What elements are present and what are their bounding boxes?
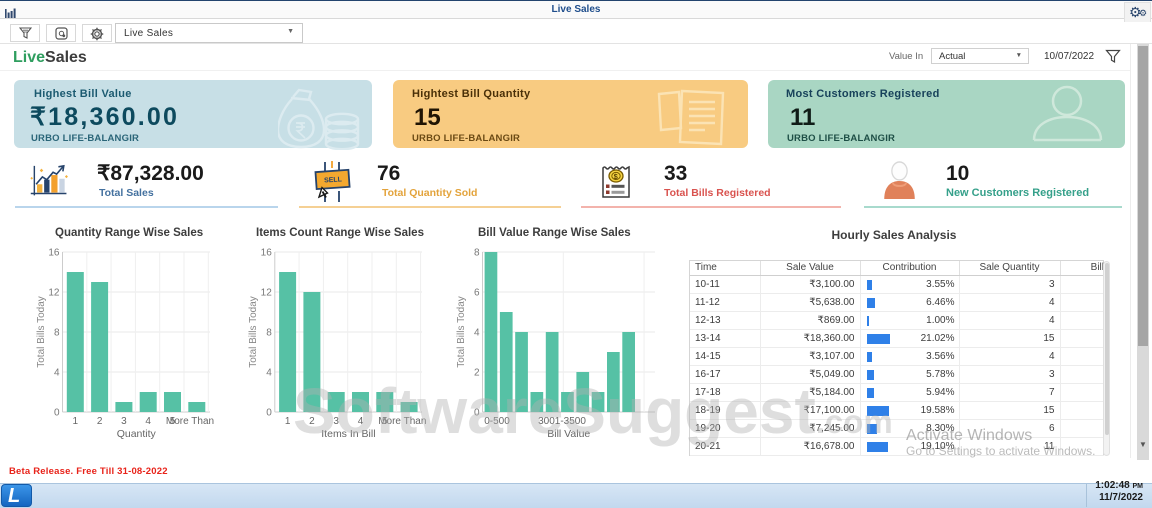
svg-text:0-500: 0-500 — [484, 416, 510, 427]
svg-text:4: 4 — [474, 328, 480, 339]
svg-text:3: 3 — [121, 416, 127, 427]
svg-text:2: 2 — [309, 416, 315, 427]
svg-text:SELL: SELL — [324, 176, 343, 184]
svg-text:1: 1 — [73, 416, 79, 427]
svg-text:2: 2 — [474, 368, 480, 379]
svg-text:Total Bills Today: Total Bills Today — [456, 296, 467, 368]
svg-text:Quantity: Quantity — [117, 428, 157, 440]
svg-text:8: 8 — [54, 328, 60, 339]
svg-text:Quantity Range Wise Sales: Quantity Range Wise Sales — [55, 227, 203, 239]
svg-text:4: 4 — [358, 416, 364, 427]
svg-text:Items Count Range Wise Sales: Items Count Range Wise Sales — [256, 227, 424, 239]
svg-text:2: 2 — [97, 416, 103, 427]
svg-text:More Than: More Than — [378, 416, 426, 427]
svg-text:4: 4 — [145, 416, 151, 427]
svg-text:8: 8 — [266, 328, 272, 339]
svg-text:5: 5 — [382, 416, 388, 427]
svg-text:0: 0 — [474, 408, 480, 419]
svg-text:16: 16 — [48, 248, 60, 259]
svg-text:16: 16 — [261, 248, 273, 259]
svg-text:Bill Value: Bill Value — [547, 428, 590, 440]
svg-text:Items In Bill: Items In Bill — [321, 428, 375, 440]
svg-text:8: 8 — [474, 248, 480, 259]
svg-text:Bill Value Range Wise Sales: Bill Value Range Wise Sales — [478, 227, 631, 239]
svg-text:4: 4 — [266, 368, 272, 379]
svg-text:4: 4 — [54, 368, 60, 379]
svg-text:0: 0 — [266, 408, 272, 419]
svg-text:Total Bills Today: Total Bills Today — [36, 296, 47, 368]
svg-text:Total Bills Today: Total Bills Today — [248, 296, 259, 368]
svg-text:1: 1 — [285, 416, 291, 427]
svg-text:0: 0 — [54, 408, 60, 419]
svg-text:6: 6 — [474, 288, 480, 299]
svg-text:More Than: More Than — [166, 416, 214, 427]
svg-text:$: $ — [614, 172, 619, 181]
svg-text:3: 3 — [333, 416, 339, 427]
svg-text:3001-3500: 3001-3500 — [538, 416, 586, 427]
svg-text:12: 12 — [261, 288, 273, 299]
svg-text:12: 12 — [48, 288, 60, 299]
svg-text:5: 5 — [170, 416, 176, 427]
